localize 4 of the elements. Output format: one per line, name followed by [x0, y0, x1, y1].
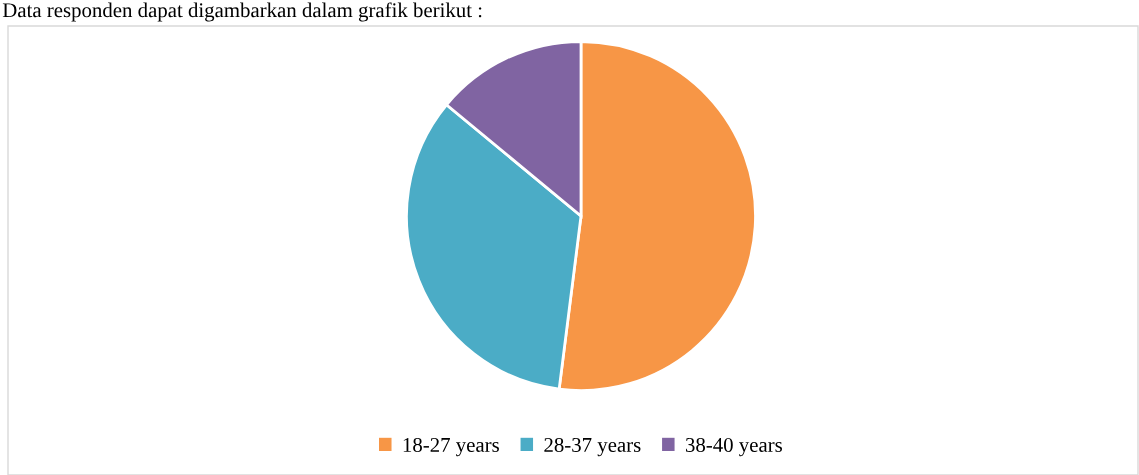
- chart-title: Data responden dapat digambarkan dalam grafik berikut :: [2, 2, 482, 22]
- legend-label: 38-40 years: [685, 437, 782, 457]
- legend-label: 18-27 years: [403, 437, 499, 457]
- legend-label: 28-37 years: [544, 437, 641, 457]
